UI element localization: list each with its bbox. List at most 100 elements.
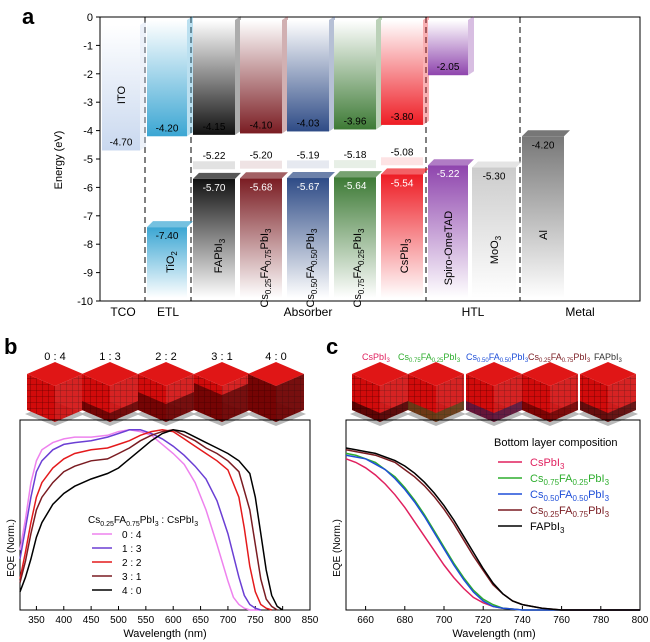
legend-label: CsPbI3 [530,457,565,471]
vb-top-layer [193,161,235,170]
cube-label-part: 3 [457,358,461,364]
label-cspbi3: CsPbI3 [399,238,413,273]
perovskite-cube [136,362,196,426]
metal-bar [522,136,564,298]
vb-bar [287,178,329,298]
x-tick-label: 760 [553,615,570,626]
cube-bottom-layer [222,383,250,422]
cb-value-label: -4.10 [250,120,273,131]
cube-labels-c: CsPbI3 Cs0.75FA0.25PbI3 Cs0.50FA0.50PbI3 Cs… [362,352,623,364]
panel-c-legend-title: Bottom layer composition [494,437,618,449]
legend-label: 1 : 3 [122,544,142,555]
label-spiro: Spiro-OmeTAD [443,211,455,285]
cb-bar [193,20,235,135]
ratio-label: 2 : 2 [155,351,176,363]
ratio-label: 0 : 4 [44,351,65,363]
cube-row-c [350,362,638,426]
series-line [19,429,284,611]
perovskite-cube [464,362,524,426]
label-al: Al [538,230,550,240]
cube-bottom-layer [138,392,166,422]
perovskite-cube [80,362,140,426]
cb-value-label: -4.03 [297,118,320,129]
legend-label-part: PbI [588,505,605,517]
y-tick-label: -8 [83,239,93,251]
x-tick-label: 800 [274,615,291,626]
x-tick-label: 500 [110,615,127,626]
section-label-absorber: Absorber [284,305,333,319]
vb-bar [428,165,468,298]
legend-label: 3 : 1 [122,572,142,583]
cube-bottom-layer [580,401,608,422]
legend-label-part: 0.75 [572,510,588,519]
cube-face-right [55,374,83,422]
cube-face-top [408,362,464,386]
x-tick-label: 740 [514,615,531,626]
cube-label-part: 0.50 [500,358,512,364]
section-label-etl: ETL [157,305,179,319]
cube-face-top [194,362,250,386]
legend-label-part: Cs [530,505,544,517]
cube-bottom-layer [494,401,522,422]
cb-value-label: -3.80 [391,112,414,123]
y-tick-label: -6 [83,182,93,194]
vb-value-label: -5.64 [344,181,367,192]
cube-bottom-layer [166,392,194,422]
cube-label-part: PbI [443,352,457,362]
cube-label-part: Cs [466,352,477,362]
vb-bar-top [334,171,382,178]
legend-label-part: 3 [605,478,610,487]
legend-label: 4 : 0 [122,586,142,597]
panel-a-ylabel: Energy (eV) [53,131,65,190]
cube-bottom-layer [82,401,110,422]
cb-bar [102,25,140,151]
cube-bottom-layer [352,401,380,422]
x-tick-label: 800 [632,615,649,626]
cube-bottom-layer [408,401,436,422]
x-tick-label: 600 [165,615,182,626]
panel-c-frame [345,419,641,611]
cube-label: Cs0.25FA0.75PbI3 [528,352,591,364]
cb-bar-side [468,16,474,76]
band-diagram: -4.70 -4.20 -7.40 -4.15 -5.70 -5.22 -4.10 -5.68… [102,16,570,298]
cube-bottom-layer [110,401,138,422]
series-line [19,429,262,611]
cb-value-label: -2.05 [437,62,460,73]
legend-label: Cs0.75FA0.25PbI3 [530,473,610,487]
vb-bar [193,178,235,298]
y-tick-label: -5 [83,154,93,166]
x-tick-label: 550 [138,615,155,626]
legend-label: 0 : 4 [122,530,142,541]
panel-b-plot: 350 400 450 500 550 600 650 700 750 800 850 [19,429,319,626]
legend-label-part: 0.25 [572,478,588,487]
panel-b-legend-title: Cs0.25FA0.75PbI3 : CsPbI3 [88,515,198,528]
cube-label-part: 3 [619,358,623,364]
legend-label-part: FA [559,505,573,517]
label-cs25: Cs0.25FA0.75PbI3 [259,228,273,308]
series-line [345,447,640,611]
vb-value-label: -5.68 [250,182,273,193]
panel-a: a 0 -1 -2 -3 -4 -5 -6 -7 -8 -9 -10 Energy (eV) -4.… [22,4,641,319]
cube-label-part: 0.25 [539,358,551,364]
cube-face-top [352,362,408,386]
x-tick-label: 750 [247,615,264,626]
panel-c: c CsPbI3 Cs0.75FA0.25PbI3 Cs0.50FA0.50PbI3… [326,334,649,640]
vb-value-label: -5.22 [437,169,460,180]
vb-bar [147,227,187,298]
legend-label-part: FA [559,473,573,485]
legend-label-part: 0.50 [543,494,559,503]
cb-bar [287,20,329,132]
vb-value-label: -7.40 [156,231,179,242]
label-ito: ITO [116,85,128,104]
vb-bar [240,178,282,298]
x-tick-label: 450 [83,615,100,626]
cube-bottom-layer [522,401,550,422]
vb-bar [381,174,423,298]
panel-a-label: a [22,4,35,29]
cube-label-part: FA [551,352,562,362]
section-labels: TCO ETL Absorber HTL Metal [110,305,594,319]
cube-bottom-layer [466,401,494,422]
cube-label-part: FAPbI [594,352,619,362]
legend-label: Cs0.25FA0.75PbI3 [530,505,610,519]
cb-bar-side [187,16,193,137]
